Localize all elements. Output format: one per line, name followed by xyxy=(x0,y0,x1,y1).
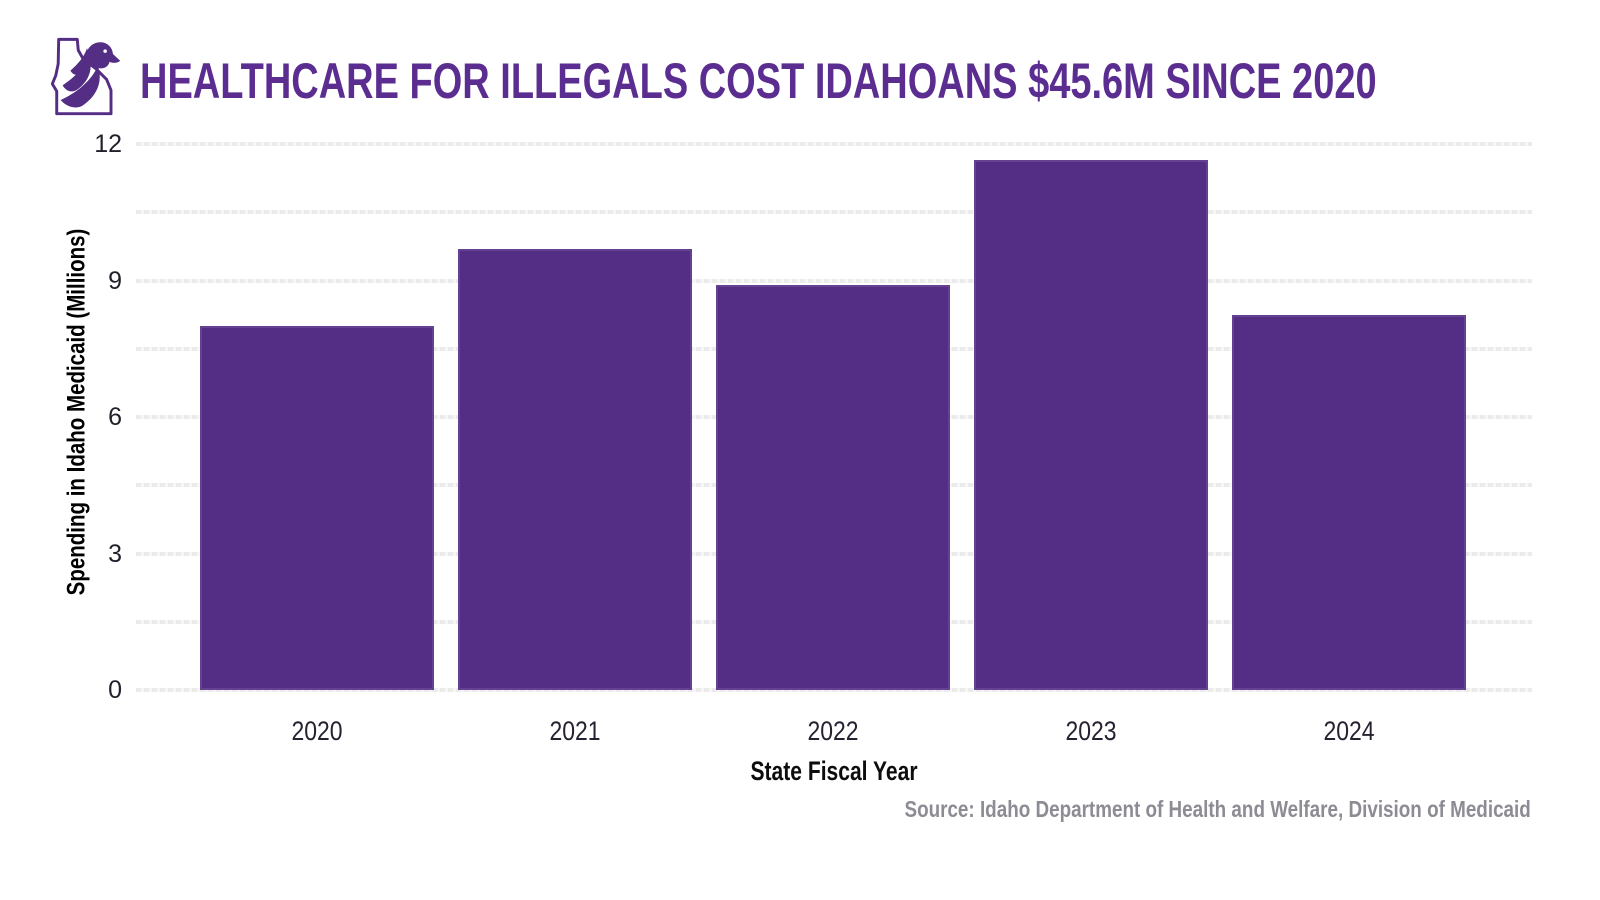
y-tick-label: 12 xyxy=(94,130,122,158)
idaho-eagle-logo xyxy=(50,37,121,116)
eagle-head xyxy=(85,42,121,69)
y-tick-label: 6 xyxy=(108,403,122,431)
x-tick-label: 2022 xyxy=(807,716,859,746)
bar-2024 xyxy=(1232,314,1466,690)
x-tick-label: 2024 xyxy=(1323,716,1375,746)
x-tick-label: 2021 xyxy=(549,716,601,746)
gridline xyxy=(136,210,1532,215)
y-axis-ticks: 0 3 6 9 12 xyxy=(52,130,122,704)
bar-2023 xyxy=(974,159,1208,690)
y-tick-label: 3 xyxy=(108,539,122,568)
x-axis-title: State Fiscal Year xyxy=(750,756,918,786)
eagle-wing-feather-middle xyxy=(62,56,91,92)
x-tick-label: 2020 xyxy=(291,716,343,746)
y-tick-label: 0 xyxy=(108,676,122,704)
eagle-wing-feather-lower xyxy=(60,65,100,108)
gridline xyxy=(136,688,1532,692)
y-tick-label: 9 xyxy=(108,266,122,295)
x-axis-ticks: 2020 2021 2022 2023 2024 xyxy=(136,716,1532,750)
bar-2022 xyxy=(716,285,950,690)
source-caption: Source: Idaho Department of Health and W… xyxy=(904,796,1531,822)
chart-title: HEALTHCARE FOR ILLEGALS COST IDAHOANS $4… xyxy=(140,53,1377,109)
eagle-eye xyxy=(103,49,107,53)
bar-2021 xyxy=(458,248,692,690)
gridline xyxy=(136,278,1532,283)
x-tick-label: 2023 xyxy=(1065,716,1117,746)
bar-2020 xyxy=(200,326,434,690)
gridline xyxy=(136,142,1532,146)
plot-area xyxy=(136,142,1532,692)
